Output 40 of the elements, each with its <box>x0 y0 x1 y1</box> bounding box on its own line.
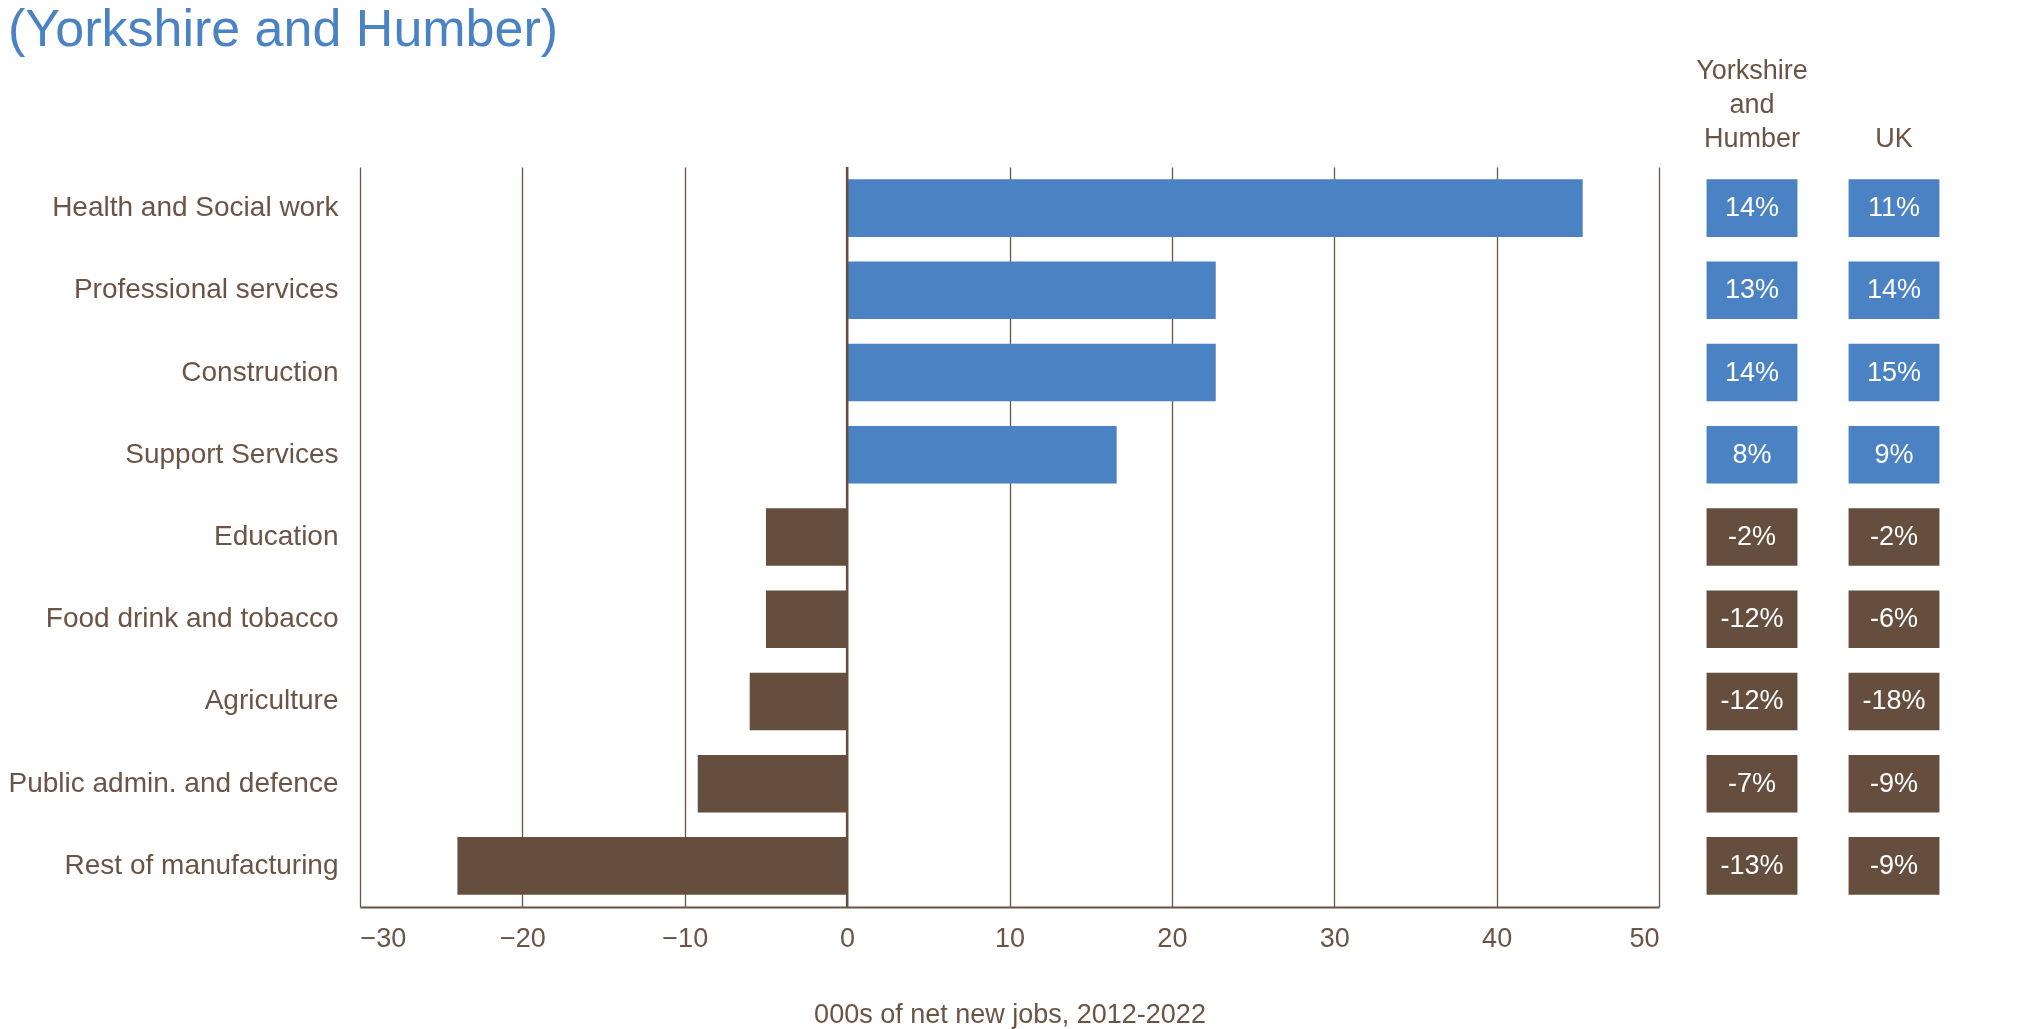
data-label: -2% <box>1727 521 1777 551</box>
data-label: 14% <box>1724 356 1780 387</box>
data-label: -7% <box>1727 767 1777 798</box>
y-tick-label: Public admin. and defence <box>8 766 339 798</box>
x-tick-label: 10 <box>994 922 1026 953</box>
chart-title: (Yorkshire and Humber) <box>8 0 559 57</box>
x-tick-label: 0 <box>840 922 856 953</box>
data-label: 14% <box>1724 192 1780 223</box>
x-tick-label: 30 <box>1319 922 1350 953</box>
data-label: 8% <box>1732 438 1772 469</box>
data-label: 15% <box>1866 356 1922 387</box>
data-label: -9% <box>1869 767 1919 798</box>
x-tick-label: −10 <box>662 922 709 953</box>
data-label: 11% <box>1867 192 1921 223</box>
data-label: -13% <box>1720 849 1784 880</box>
x-tick-label: UK <box>1875 123 1913 153</box>
x-tick-label: 50 <box>1629 922 1660 953</box>
data-label: -6% <box>1869 603 1919 634</box>
x-tick-label: 40 <box>1482 922 1513 953</box>
x-tick-label: 20 <box>1157 922 1188 953</box>
data-label: 14% <box>1866 274 1922 305</box>
y-tick-label: Education <box>213 520 339 551</box>
x-tick-label: −30 <box>360 922 407 953</box>
y-tick-label: Professional services <box>73 273 339 305</box>
data-label: 9% <box>1874 438 1914 469</box>
data-label: -18% <box>1862 685 1926 716</box>
data-label: -2% <box>1869 521 1919 551</box>
x-tick-label: Yorkshire and Humber <box>1696 55 1808 153</box>
x-axis-title: 000s of net new jobs, 2012-2022 <box>814 998 1206 1029</box>
data-label: -12% <box>1720 603 1784 634</box>
y-tick-label: Construction <box>181 355 339 387</box>
y-tick-label: Health and Social work <box>52 191 340 223</box>
data-label: -9% <box>1869 849 1919 880</box>
y-tick-label: Agriculture <box>204 684 339 716</box>
y-tick-label: Food drink and tobacco <box>45 602 339 634</box>
y-tick-label: Support Services <box>125 437 339 469</box>
data-label: 13% <box>1724 274 1780 305</box>
data-label: -12% <box>1720 685 1784 716</box>
x-tick-label: −20 <box>499 922 546 953</box>
y-tick-label: Rest of manufacturing <box>64 848 339 880</box>
